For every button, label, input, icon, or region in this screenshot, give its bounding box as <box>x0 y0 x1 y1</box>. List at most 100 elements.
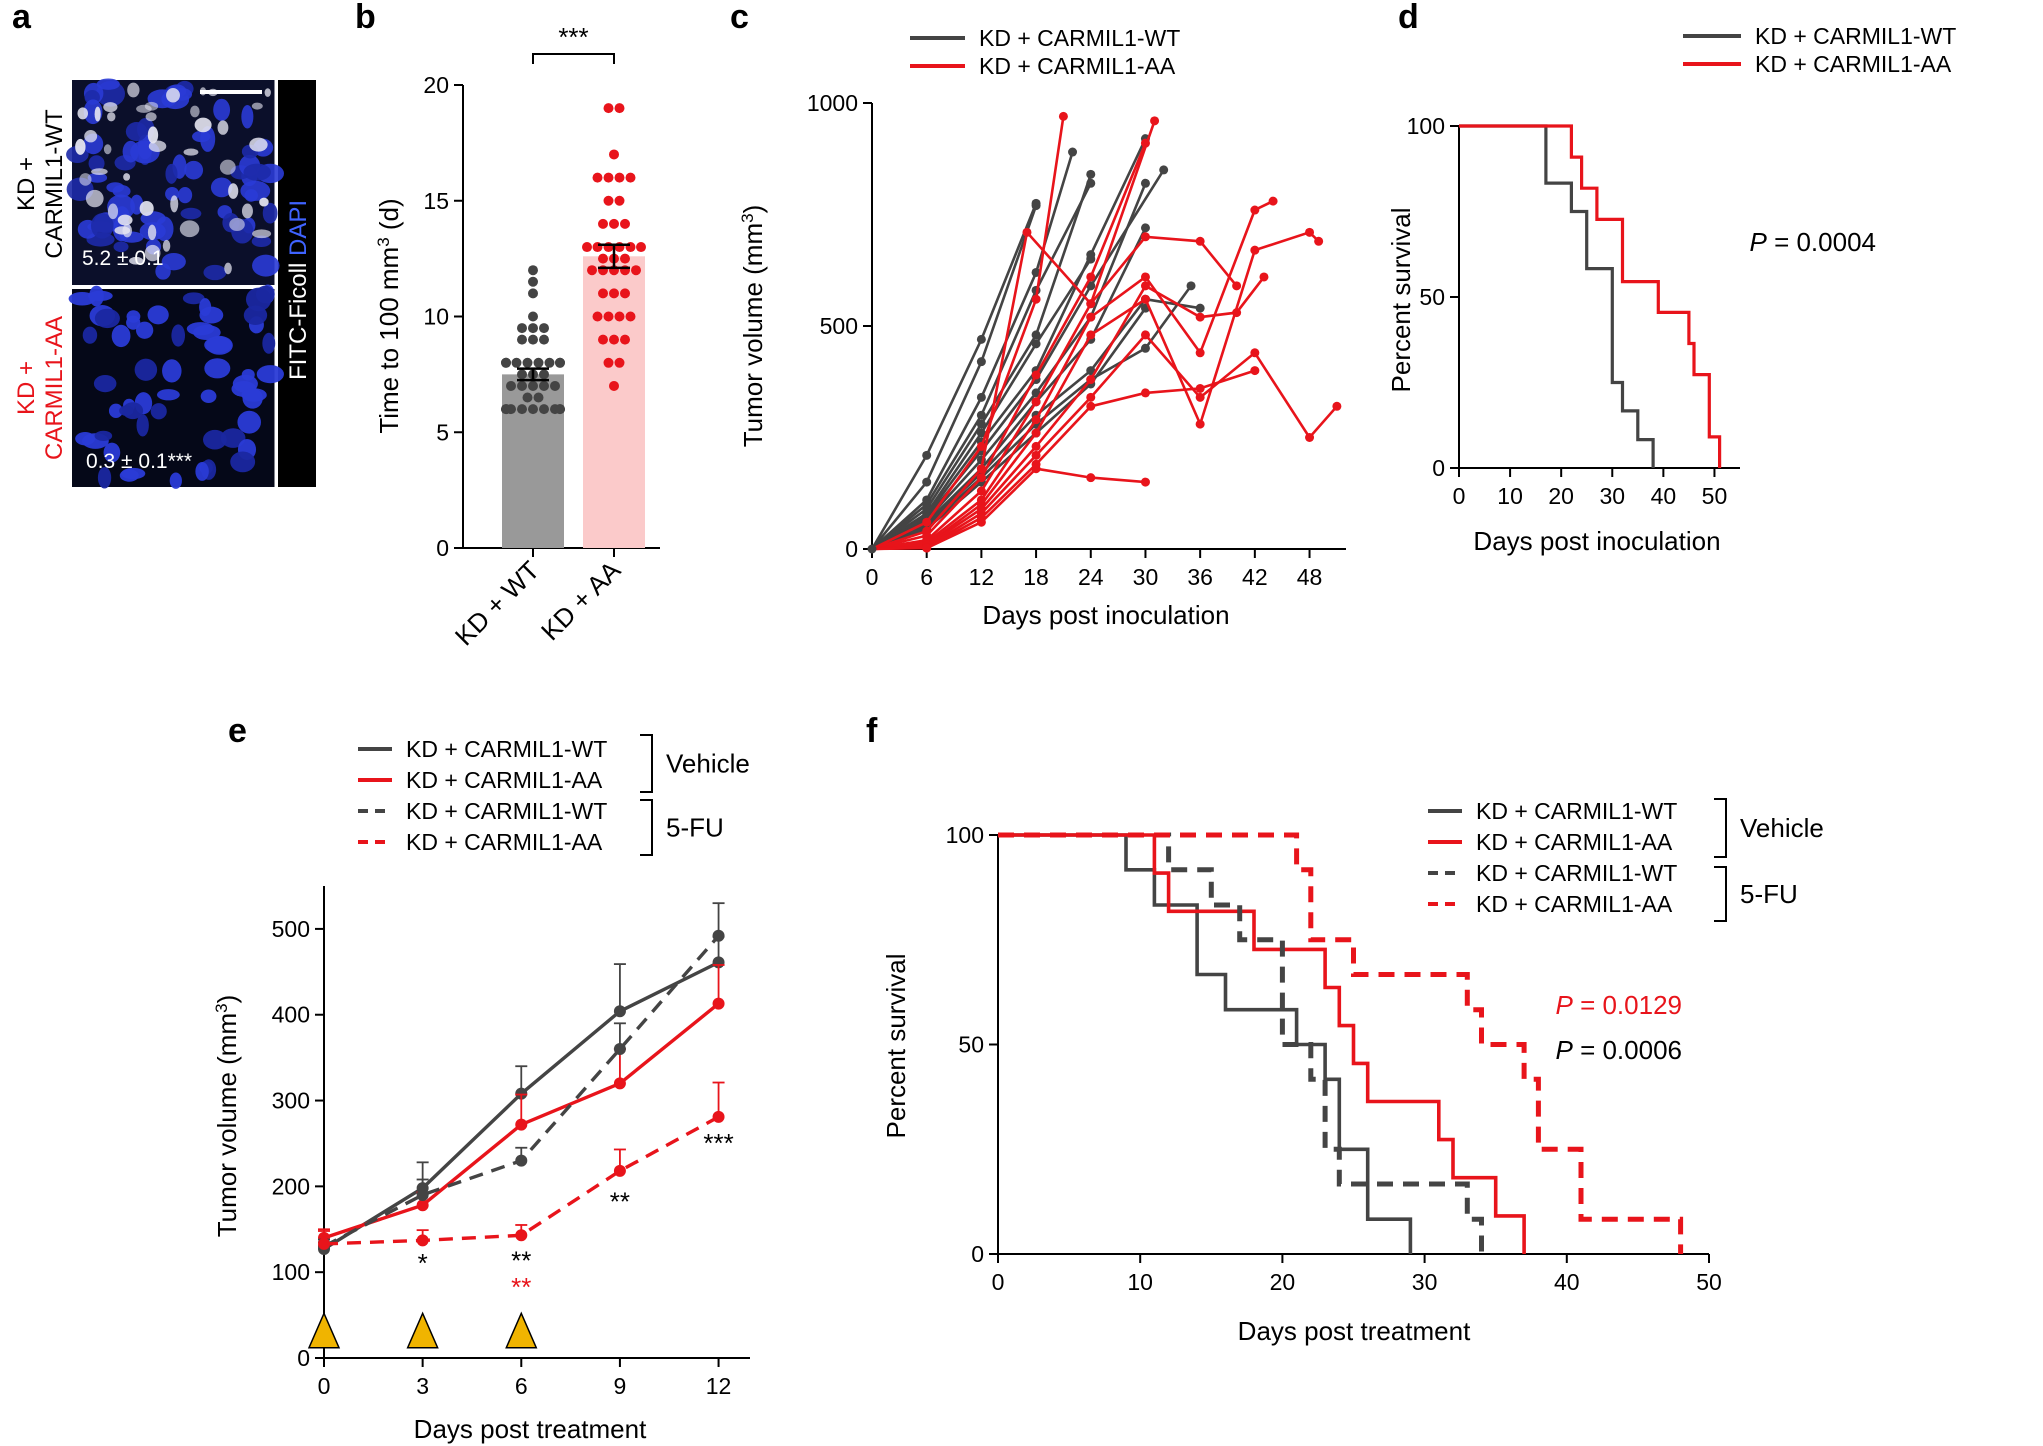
data-point <box>528 380 538 391</box>
nucleus <box>125 122 148 142</box>
fitc-signal <box>107 203 119 220</box>
data-point <box>625 311 636 322</box>
fitc-signal <box>103 102 118 113</box>
data-point <box>1186 281 1196 291</box>
y-tick-label: 300 <box>272 1088 310 1114</box>
x-tick-label: 6 <box>920 564 933 590</box>
series-line <box>871 332 1338 551</box>
legend-label: KD + CARMIL1-WT <box>979 25 1180 51</box>
data-point <box>506 404 516 415</box>
data-point <box>522 392 533 403</box>
data-point <box>922 450 932 460</box>
x-tick-label: 10 <box>1497 483 1523 509</box>
data-point <box>1086 473 1096 483</box>
panel-label-e: e <box>228 712 247 750</box>
panel-label-d: d <box>1398 0 1419 36</box>
data-point <box>1086 366 1096 376</box>
significance-marker: ** <box>610 1186 630 1216</box>
data-point <box>976 486 986 496</box>
y-tick-label: 200 <box>272 1173 310 1199</box>
data-point <box>598 288 608 299</box>
fitc-signal <box>162 239 171 252</box>
fitc-signal <box>128 256 144 265</box>
fitc-signal <box>145 112 157 122</box>
nucleus <box>232 374 258 393</box>
nucleus <box>134 358 158 381</box>
series-line <box>871 142 1147 551</box>
legend-label: KD + CARMIL1-WT <box>406 798 607 824</box>
data-point <box>1195 348 1205 358</box>
fitc-signal <box>251 102 263 110</box>
x-tick-label: 0 <box>1453 483 1466 509</box>
y-tick-label: 5 <box>436 419 449 445</box>
x-tick-label: 0 <box>866 564 879 590</box>
legend-label: KD + CARMIL1-WT <box>1476 860 1677 886</box>
data-point <box>614 357 625 368</box>
series-line <box>871 230 1320 551</box>
fitc-signal <box>190 105 200 118</box>
nucleus <box>182 292 205 305</box>
nucleus <box>162 359 182 383</box>
nucleus <box>177 187 193 204</box>
data-point <box>539 334 549 345</box>
fitc-signal <box>139 200 154 216</box>
data-point <box>522 357 533 368</box>
x-tick-label: 50 <box>1696 1269 1722 1295</box>
data-point <box>1250 366 1260 376</box>
legend-label: KD + CARMIL1-WT <box>406 736 607 762</box>
group-bracket <box>640 799 653 856</box>
significance-label: *** <box>558 22 588 52</box>
data-point <box>517 404 527 415</box>
treatment-triangle <box>406 1311 439 1349</box>
nucleus <box>243 163 271 181</box>
data-point <box>555 404 565 415</box>
data-point <box>614 195 625 206</box>
data-point <box>1031 397 1041 407</box>
data-point <box>609 149 619 160</box>
nucleus <box>169 472 182 489</box>
group-label: Vehicle <box>1740 813 1824 843</box>
x-tick-label: 9 <box>614 1373 627 1399</box>
fitc-signal <box>123 173 131 181</box>
data-point <box>1232 308 1242 318</box>
nucleus <box>262 332 276 354</box>
data-point <box>511 357 522 368</box>
panel-label-c: c <box>730 0 749 36</box>
data-point <box>528 311 538 322</box>
fitc-signal <box>85 189 104 208</box>
x-axis-label: Days post treatment <box>414 1414 647 1444</box>
data-point <box>609 334 619 345</box>
series-line <box>870 205 1038 550</box>
stain-label: FITC-Ficoll DAPI <box>285 200 312 380</box>
fitc-signal <box>79 173 92 186</box>
data-point <box>592 172 603 183</box>
data-point <box>1314 236 1324 246</box>
y-axis-label: Tumor volume (mm3) <box>738 205 769 448</box>
data-point <box>1140 223 1150 233</box>
nucleus <box>90 213 114 239</box>
nucleus <box>241 105 254 129</box>
nucleus <box>204 336 233 354</box>
nucleus <box>252 254 280 277</box>
fitc-signal <box>127 82 140 98</box>
y-tick-label: 50 <box>958 1032 984 1058</box>
x-tick-label: 12 <box>969 564 995 590</box>
data-point <box>976 473 986 483</box>
data-point <box>712 929 725 942</box>
x-tick-label: 0 <box>992 1269 1005 1295</box>
x-tick-label: 30 <box>1599 483 1625 509</box>
fitc-signal <box>107 112 116 122</box>
data-point <box>976 392 986 402</box>
p-value-red: P = 0.0129 <box>1556 990 1683 1020</box>
data-point <box>1140 343 1150 353</box>
y-tick-label: 100 <box>946 822 984 848</box>
data-point <box>1140 138 1150 148</box>
x-axis-label: Days post inoculation <box>1473 526 1720 556</box>
data-point <box>592 311 603 322</box>
y-tick-label: 15 <box>423 188 449 214</box>
nucleus <box>200 389 217 404</box>
data-point <box>1031 415 1041 425</box>
group-bracket <box>1714 866 1727 922</box>
data-point <box>528 323 538 334</box>
fitc-signal <box>144 244 161 262</box>
